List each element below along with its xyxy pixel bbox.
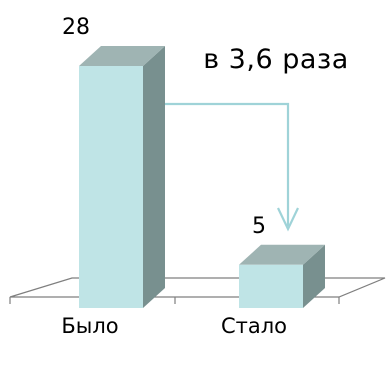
- data-label-1: 5: [252, 214, 266, 239]
- bar-1: [239, 264, 303, 308]
- bar-side-1: [303, 244, 325, 308]
- ratio-annotation: в 3,6 раза: [203, 44, 349, 75]
- comparison-arrow: [148, 102, 299, 232]
- category-label-1: Стало: [221, 314, 287, 338]
- bar-side-0: [143, 46, 165, 308]
- bar-top-0: [79, 46, 165, 66]
- bars: [79, 46, 325, 308]
- chart-floor: [9, 277, 386, 304]
- bar-top-1: [239, 244, 325, 265]
- bar-0: [79, 66, 143, 308]
- data-label-0: 28: [62, 15, 90, 40]
- arrow-head: [277, 207, 299, 232]
- category-label-0: Было: [61, 314, 118, 338]
- arrow-line: [148, 102, 290, 226]
- floor-plane: [9, 277, 386, 298]
